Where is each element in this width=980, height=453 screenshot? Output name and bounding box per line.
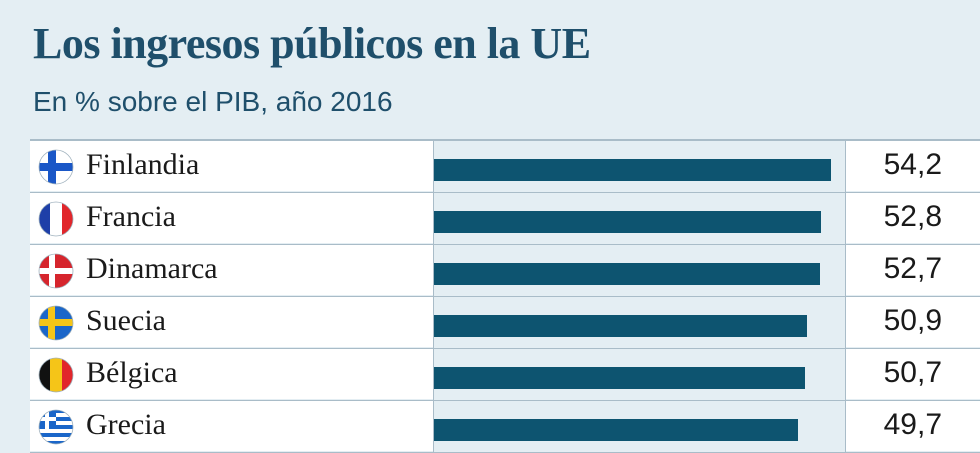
chart-subtitle: En % sobre el PIB, año 2016 [33, 86, 393, 117]
country-cell: Dinamarca [30, 245, 433, 295]
country-cell: Grecia [30, 401, 433, 451]
data-label: 54,2 [883, 148, 942, 181]
table-row: Francia 52,8 [30, 192, 980, 244]
data-label: 49,7 [883, 408, 942, 441]
category-label: Bélgica [86, 356, 178, 389]
country-cell: Francia [30, 193, 433, 243]
finland-flag-icon [38, 149, 74, 185]
table-row: Finlandia 54,2 [30, 140, 980, 192]
value-cell: 52,7 [846, 245, 980, 295]
value-cell: 52,8 [846, 193, 980, 243]
value-cell: 50,7 [846, 349, 980, 399]
column-divider [845, 140, 846, 453]
data-label: 50,9 [883, 304, 942, 337]
value-cell: 54,2 [846, 141, 980, 191]
row-divider [30, 192, 980, 193]
sweden-flag-icon [38, 305, 74, 341]
bar-cell [434, 349, 845, 399]
table-row: Dinamarca 52,7 [30, 244, 980, 296]
value-cell: 49,7 [846, 401, 980, 451]
row-divider [30, 348, 980, 349]
column-divider [433, 140, 434, 453]
bar-chart: Finlandia 54,2 Francia 52,8 Dinamarca 52,7 Sue… [30, 140, 980, 453]
bar [434, 315, 807, 337]
bar-cell [434, 245, 845, 295]
value-cell: 50,9 [846, 297, 980, 347]
bar [434, 367, 805, 389]
bar [434, 159, 831, 181]
table-row: Suecia 50,9 [30, 296, 980, 348]
bar [434, 211, 821, 233]
bar-cell [434, 401, 845, 451]
bar [434, 419, 798, 441]
table-top-border [30, 139, 980, 141]
row-divider [30, 244, 980, 245]
category-label: Grecia [86, 408, 166, 441]
bar-cell [434, 141, 845, 191]
country-cell: Finlandia [30, 141, 433, 191]
category-label: Finlandia [86, 148, 200, 181]
bar-cell [434, 193, 845, 243]
category-label: Suecia [86, 304, 166, 337]
data-label: 52,8 [883, 200, 942, 233]
row-divider [30, 296, 980, 297]
belgium-flag-icon [38, 357, 74, 393]
data-label: 50,7 [883, 356, 942, 389]
france-flag-icon [38, 201, 74, 237]
row-divider [30, 400, 980, 401]
bar-cell [434, 297, 845, 347]
bar [434, 263, 820, 285]
data-label: 52,7 [883, 252, 942, 285]
country-cell: Suecia [30, 297, 433, 347]
denmark-flag-icon [38, 253, 74, 289]
category-label: Francia [86, 200, 176, 233]
greece-flag-icon [38, 409, 74, 445]
country-cell: Bélgica [30, 349, 433, 399]
table-row: Grecia 49,7 [30, 400, 980, 452]
table-row: Bélgica 50,7 [30, 348, 980, 400]
category-label: Dinamarca [86, 252, 218, 285]
chart-title: Los ingresos públicos en la UE [33, 19, 591, 68]
